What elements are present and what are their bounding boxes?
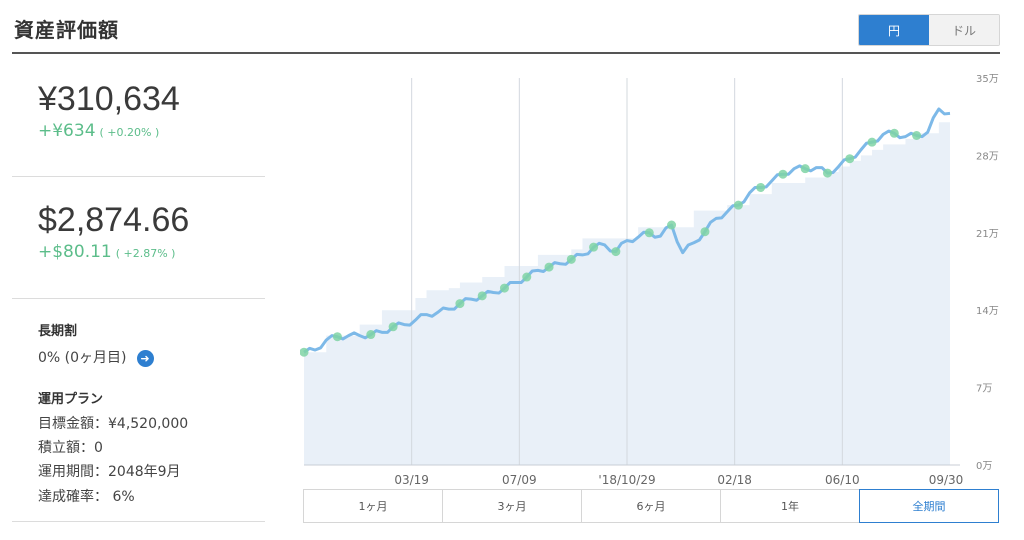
deposit-marker <box>889 128 899 138</box>
plan-monthly: 積立額：0 <box>38 440 103 456</box>
deposit-marker <box>589 242 599 252</box>
yen-change-pct: ( +0.20% ) <box>99 126 160 139</box>
currency-toggle[interactable]: 円 ドル <box>858 14 1000 46</box>
dollar-toggle-button[interactable]: ドル <box>929 15 999 45</box>
deposit-marker <box>522 272 532 282</box>
yen-change: +¥634( +0.20% ) <box>38 121 180 141</box>
period-selector[interactable]: 1ヶ月 3ヶ月 6ヶ月 1年 全期間 <box>303 489 999 523</box>
usd-value-block: $2,874.66 +$80.11( +2.87% ) <box>38 201 189 262</box>
deposit-marker <box>667 220 677 230</box>
page-title: 資産評価額 <box>14 18 119 42</box>
deposit-marker <box>845 154 855 164</box>
long-term-row: 0% (0ヶ月目) ➜ <box>38 347 154 367</box>
usd-change-amount: +$80.11 <box>38 242 112 262</box>
plan-target: 目標金額：¥4,520,000 <box>38 416 189 432</box>
deposit-marker <box>300 347 309 357</box>
x-tick-label: '18/10/29 <box>598 473 655 487</box>
y-tick-label: 14万 <box>976 306 999 317</box>
divider <box>12 298 265 299</box>
plan-period: 運用期間：2048年9月 <box>38 464 181 480</box>
deposit-marker <box>388 322 398 332</box>
x-tick-label: 03/19 <box>394 473 429 487</box>
divider <box>12 521 265 522</box>
yen-amount: ¥310,634 <box>38 80 180 118</box>
deposit-marker <box>477 291 487 301</box>
arrow-right-icon[interactable]: ➜ <box>136 349 154 367</box>
period-button[interactable]: 3ヶ月 <box>442 489 582 523</box>
deposit-marker <box>644 228 654 238</box>
period-button[interactable]: 1ヶ月 <box>303 489 443 523</box>
usd-amount: $2,874.66 <box>38 201 190 239</box>
deposit-marker <box>912 130 922 140</box>
period-button[interactable]: 全期間 <box>859 489 999 523</box>
deposit-marker <box>733 200 743 210</box>
deposit-marker <box>499 283 509 293</box>
deposit-marker <box>700 227 710 237</box>
deposit-marker <box>800 164 810 174</box>
header-divider <box>12 52 1000 54</box>
deposit-marker <box>756 182 766 192</box>
y-tick-label: 35万 <box>976 74 999 85</box>
period-button[interactable]: 1年 <box>720 489 860 523</box>
deposit-marker <box>366 330 376 340</box>
deposit-marker <box>611 247 621 257</box>
deposit-marker <box>778 169 788 179</box>
long-term-value: 0% (0ヶ月目) <box>38 350 127 366</box>
y-tick-label: 28万 <box>976 151 999 162</box>
deposit-marker <box>544 262 554 272</box>
x-tick-label: 06/10 <box>825 473 860 487</box>
plan-probability: 達成確率： 6% <box>38 489 135 505</box>
period-button[interactable]: 6ヶ月 <box>581 489 721 523</box>
long-term-label: 長期割 <box>38 324 78 339</box>
y-tick-label: 21万 <box>976 229 999 240</box>
x-tick-label: 02/18 <box>717 473 752 487</box>
yen-toggle-button[interactable]: 円 <box>859 15 929 45</box>
deposit-marker <box>867 137 877 147</box>
usd-change: +$80.11( +2.87% ) <box>38 242 189 262</box>
y-tick-label: 7万 <box>976 384 992 395</box>
asset-chart: 0万 7万 14万 21万 28万 35万 03/19 07/09 '18/10/29 02/18… <box>300 74 999 487</box>
yen-value-block: ¥310,634 +¥634( +0.20% ) <box>38 80 180 141</box>
deposit-marker <box>332 332 342 342</box>
x-tick-label: 09/30 <box>929 473 964 487</box>
divider <box>12 176 265 177</box>
deposit-marker <box>822 168 832 178</box>
plan-label: 運用プラン <box>38 392 104 407</box>
usd-change-pct: ( +2.87% ) <box>115 247 176 260</box>
yen-change-amount: +¥634 <box>38 121 96 141</box>
y-tick-label: 0万 <box>976 461 992 472</box>
value-line <box>303 107 951 354</box>
x-tick-label: 07/09 <box>502 473 537 487</box>
deposit-marker <box>455 299 465 309</box>
deposit-marker <box>566 254 576 264</box>
